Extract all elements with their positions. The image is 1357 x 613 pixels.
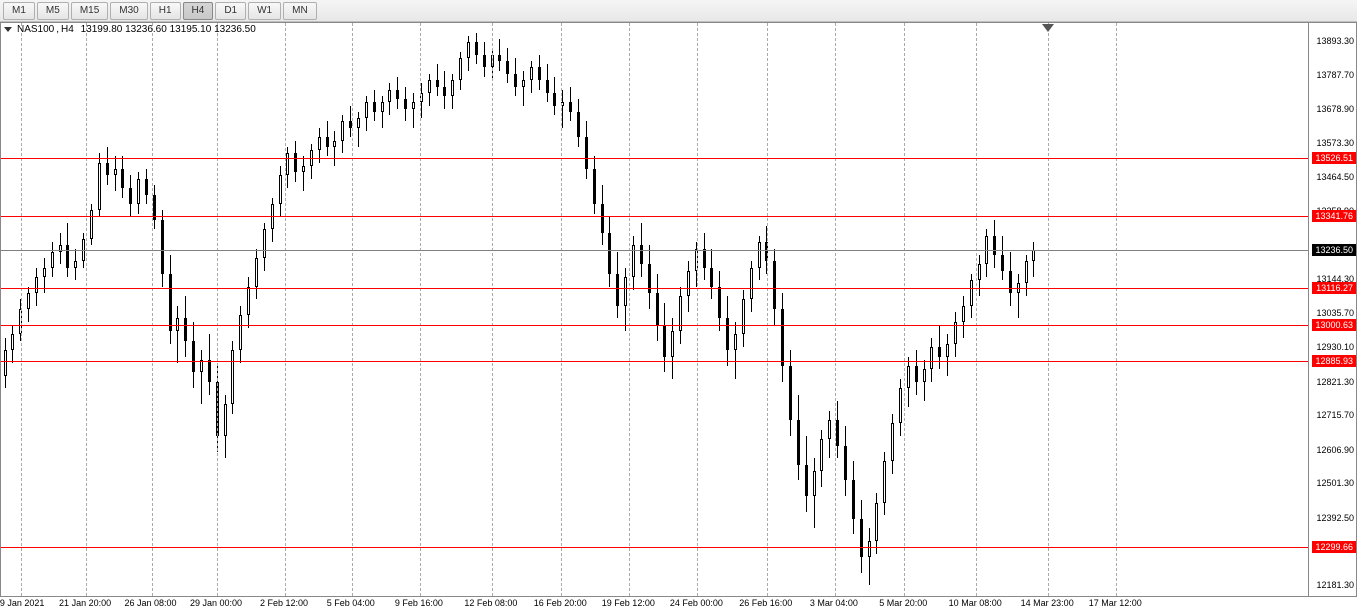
- y-tick: 12715.70: [1316, 410, 1354, 420]
- x-gridline: [86, 23, 87, 596]
- y-tick: 12930.10: [1316, 342, 1354, 352]
- x-gridline: [561, 23, 562, 596]
- y-tick: 12821.30: [1316, 377, 1354, 387]
- x-tick: 24 Feb 00:00: [670, 598, 723, 608]
- time-axis: 19 Jan 2021 21 Jan 20:00 26 Jan 08:00 29 Ja…: [0, 597, 1309, 613]
- x-tick: 5 Mar 20:00: [879, 598, 927, 608]
- x-gridline: [152, 23, 153, 596]
- timeframe-h1[interactable]: H1: [150, 2, 181, 20]
- timeframe-m1[interactable]: M1: [3, 2, 35, 20]
- chart-area[interactable]: [0, 22, 1309, 597]
- y-tick: 13893.30: [1316, 36, 1354, 46]
- price-label: 13526.51: [1312, 152, 1356, 164]
- marker-arrow-icon: [1042, 24, 1054, 32]
- timeframe-toolbar: M1M5M15M30H1H4D1W1MN: [0, 0, 1357, 22]
- y-tick: 13573.30: [1316, 138, 1354, 148]
- x-tick: 12 Feb 08:00: [464, 598, 517, 608]
- x-tick: 14 Mar 23:00: [1021, 598, 1074, 608]
- x-tick: 17 Mar 12:00: [1089, 598, 1142, 608]
- y-tick: 12501.30: [1316, 478, 1354, 488]
- chart-container: NAS100,H4 13199.80 13236.60 13195.10 132…: [0, 22, 1357, 613]
- timeframe-m5[interactable]: M5: [37, 2, 69, 20]
- price-axis: 13893.30 13787.70 13678.90 13573.30 13464.50…: [1309, 22, 1357, 597]
- x-gridline: [1116, 23, 1117, 596]
- timeframe-w1[interactable]: W1: [248, 2, 281, 20]
- y-tick: 13787.70: [1316, 70, 1354, 80]
- x-gridline: [697, 23, 698, 596]
- chart-header[interactable]: NAS100,H4 13199.80 13236.60 13195.10 132…: [4, 24, 256, 35]
- timeframe-d1[interactable]: D1: [215, 2, 246, 20]
- x-tick: 9 Feb 16:00: [395, 598, 443, 608]
- x-gridline: [352, 23, 353, 596]
- timeframe-mn[interactable]: MN: [283, 2, 317, 20]
- y-tick: 12606.90: [1316, 445, 1354, 455]
- chart-symbol: NAS100: [17, 24, 54, 35]
- timeframe-m30[interactable]: M30: [110, 2, 147, 20]
- x-gridline: [420, 23, 421, 596]
- candles-layer: [1, 23, 1308, 596]
- x-tick: 16 Feb 20:00: [534, 598, 587, 608]
- price-label: 13116.27: [1312, 282, 1356, 294]
- x-tick: 21 Jan 20:00: [59, 598, 111, 608]
- x-tick: 10 Mar 08:00: [949, 598, 1002, 608]
- price-label: 13236.50: [1312, 244, 1356, 256]
- horizontal-line[interactable]: [1, 361, 1308, 362]
- y-tick: 13464.50: [1316, 172, 1354, 182]
- timeframe-h4[interactable]: H4: [183, 2, 214, 20]
- y-tick: 12181.30: [1316, 580, 1354, 590]
- price-label: 13000.63: [1312, 319, 1356, 331]
- x-tick: 3 Mar 04:00: [810, 598, 858, 608]
- x-gridline: [492, 23, 493, 596]
- x-gridline: [21, 23, 22, 596]
- x-gridline: [1048, 23, 1049, 596]
- x-gridline: [285, 23, 286, 596]
- x-tick: 5 Feb 04:00: [327, 598, 375, 608]
- x-tick: 26 Feb 16:00: [739, 598, 792, 608]
- chart-ohlc: 13199.80 13236.60 13195.10 13236.50: [81, 24, 256, 35]
- horizontal-line[interactable]: [1, 325, 1308, 326]
- horizontal-line[interactable]: [1, 547, 1308, 548]
- x-gridline: [835, 23, 836, 596]
- x-tick: 19 Feb 12:00: [602, 598, 655, 608]
- y-tick: 13678.90: [1316, 104, 1354, 114]
- x-gridline: [976, 23, 977, 596]
- x-tick: 29 Jan 00:00: [190, 598, 242, 608]
- x-gridline: [217, 23, 218, 596]
- horizontal-line[interactable]: [1, 216, 1308, 217]
- price-label: 13341.76: [1312, 210, 1356, 222]
- price-label: 12299.66: [1312, 541, 1356, 553]
- price-label: 12885.93: [1312, 355, 1356, 367]
- x-gridline: [629, 23, 630, 596]
- horizontal-line[interactable]: [1, 288, 1308, 289]
- timeframe-m15[interactable]: M15: [71, 2, 108, 20]
- x-tick: 19 Jan 2021: [0, 598, 44, 608]
- y-tick: 13035.70: [1316, 308, 1354, 318]
- x-tick: 26 Jan 08:00: [125, 598, 177, 608]
- x-tick: 2 Feb 12:00: [260, 598, 308, 608]
- chart-timeframe: H4: [61, 24, 74, 35]
- chart-dropdown-icon[interactable]: [4, 27, 12, 32]
- y-tick: 12392.50: [1316, 513, 1354, 523]
- x-gridline: [904, 23, 905, 596]
- x-gridline: [767, 23, 768, 596]
- horizontal-line[interactable]: [1, 250, 1308, 251]
- horizontal-line[interactable]: [1, 158, 1308, 159]
